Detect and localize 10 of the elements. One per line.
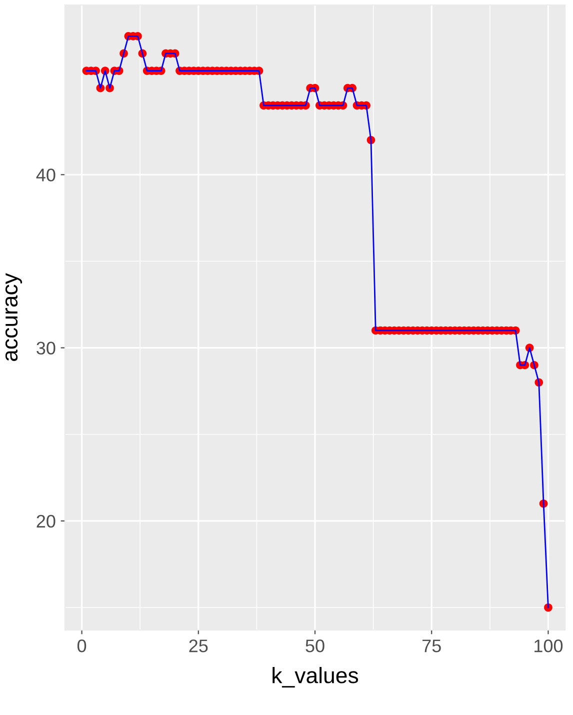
x-tick-label: 75 xyxy=(422,640,441,652)
x-axis-title: k_values xyxy=(272,666,358,688)
x-tick-label: 25 xyxy=(189,640,208,652)
y-tick-label: 40 xyxy=(36,168,56,182)
x-tick-label: 100 xyxy=(534,640,563,652)
y-axis-title: accuracy xyxy=(5,273,22,362)
x-tick-label: 0 xyxy=(77,640,86,652)
y-tick-label: 20 xyxy=(36,514,56,528)
y-tick-label: 30 xyxy=(36,342,56,355)
x-tick-label: 50 xyxy=(306,640,324,652)
